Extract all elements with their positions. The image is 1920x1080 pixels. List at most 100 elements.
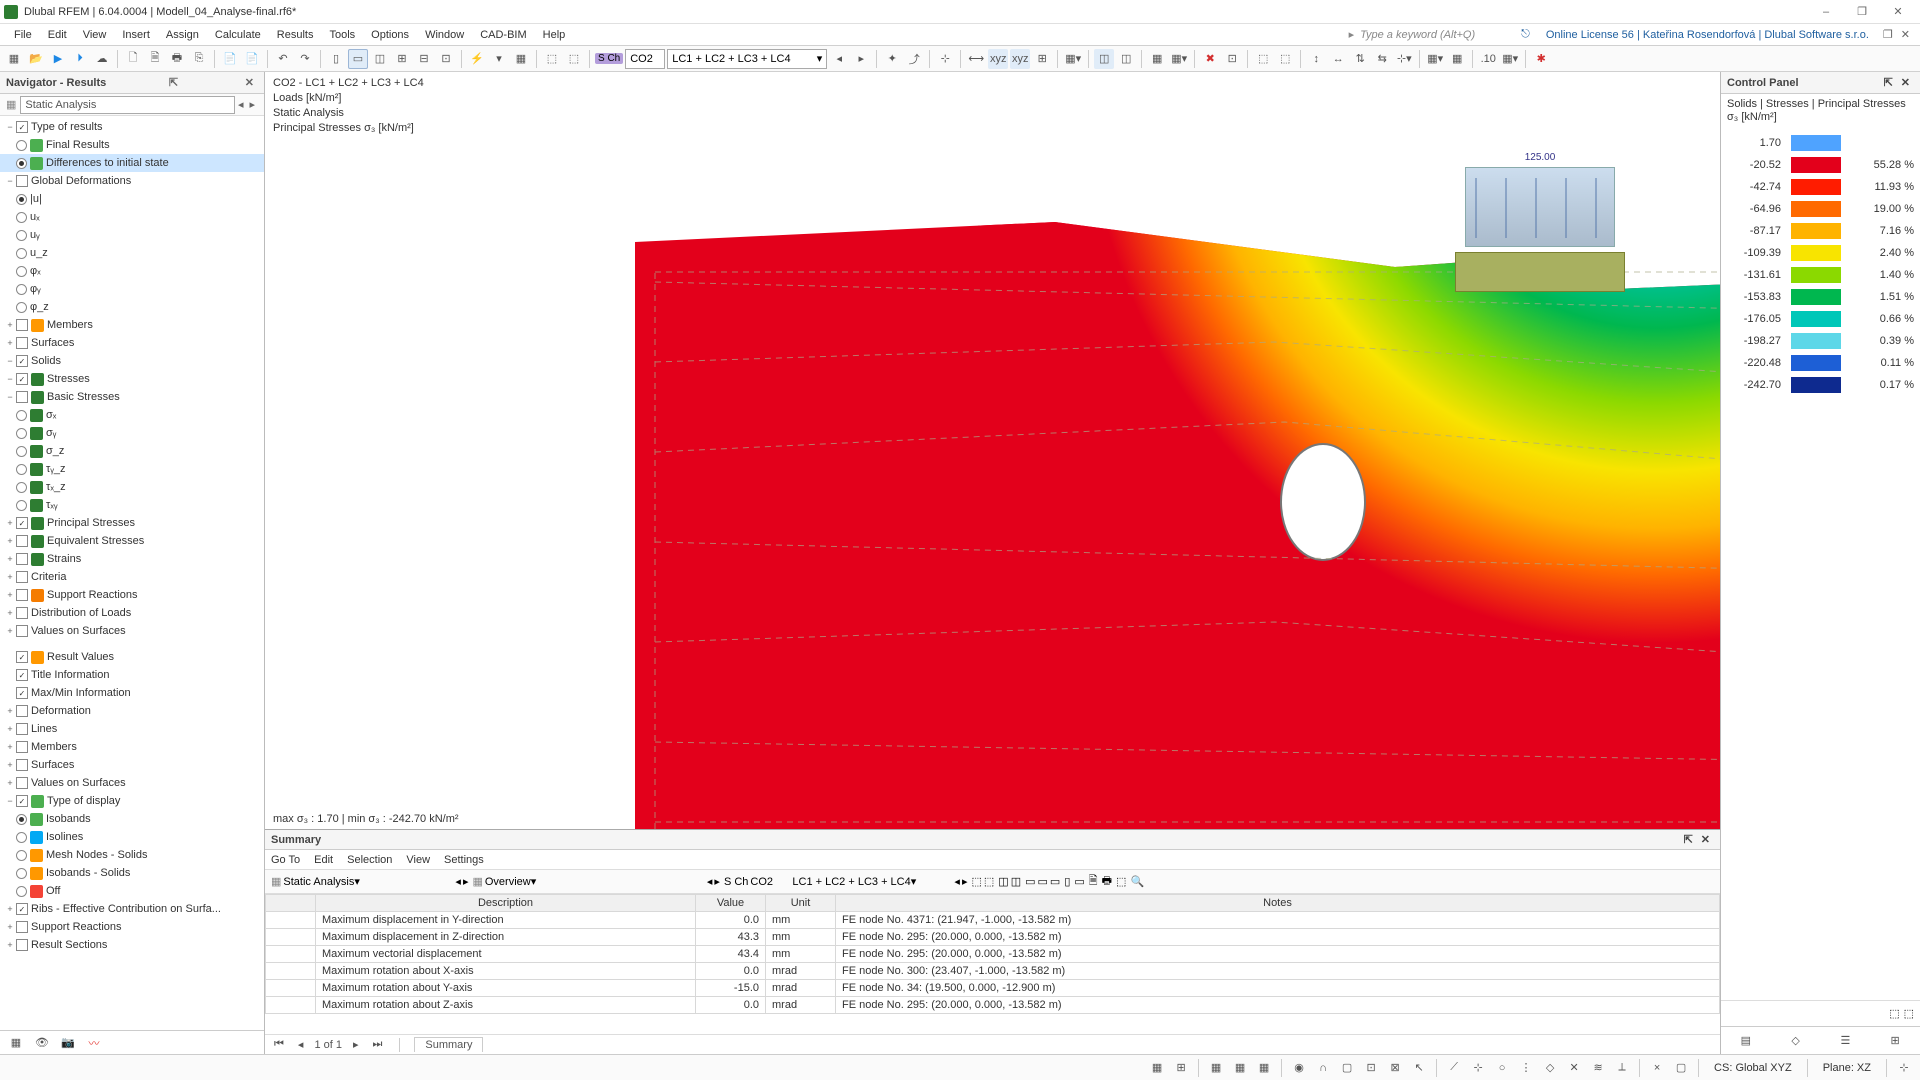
tree-node[interactable]: φₓ: [0, 262, 264, 280]
table-row[interactable]: Maximum rotation about Y-axis-15.0mradFE…: [266, 980, 1720, 997]
tree-node[interactable]: ✓Result Values: [0, 648, 264, 666]
cp-tab2-icon[interactable]: ◇: [1785, 1031, 1807, 1051]
menu-file[interactable]: File: [6, 27, 40, 43]
menu-options[interactable]: Options: [363, 27, 417, 43]
table-row[interactable]: Maximum displacement in Y-direction0.0mm…: [266, 912, 1720, 929]
sb-21-icon[interactable]: ▢: [1671, 1058, 1691, 1078]
menu-assign[interactable]: Assign: [158, 27, 207, 43]
anim-icon[interactable]: ▦: [1147, 49, 1167, 69]
bp-next3-icon[interactable]: ▸: [962, 875, 968, 888]
view2-icon[interactable]: ▭: [348, 49, 368, 69]
tree-node[interactable]: ✓Title Information: [0, 666, 264, 684]
menu-window[interactable]: Window: [417, 27, 472, 43]
bp-overview-combo[interactable]: Overview▾: [485, 875, 705, 888]
pager-first-icon[interactable]: ⏮: [271, 1038, 287, 1051]
anim2-icon[interactable]: ▦▾: [1169, 49, 1189, 69]
sb-20-icon[interactable]: ×: [1647, 1058, 1667, 1078]
keyword-search[interactable]: Type a keyword (Alt+Q): [1354, 27, 1481, 43]
bp-prev1-icon[interactable]: ◂: [455, 875, 461, 888]
dim2-icon[interactable]: xyz: [988, 49, 1008, 69]
tree-node[interactable]: uᵧ: [0, 226, 264, 244]
summary-close-icon[interactable]: ✕: [1697, 833, 1714, 846]
summary-menu-view[interactable]: View: [406, 854, 430, 866]
s4-icon[interactable]: ✱: [1531, 49, 1551, 69]
navbot-cam-icon[interactable]: 📷: [58, 1034, 78, 1052]
nav-prev-icon[interactable]: ◂: [235, 98, 247, 111]
layers-icon[interactable]: ▦▾: [1063, 49, 1083, 69]
sec1-icon[interactable]: ⬚: [1253, 49, 1273, 69]
tree-node[interactable]: −Basic Stresses: [0, 388, 264, 406]
tree-node[interactable]: uₓ: [0, 208, 264, 226]
tree-node[interactable]: τᵧ_z: [0, 460, 264, 478]
navbot-eye-icon[interactable]: 👁: [32, 1034, 52, 1052]
tree-node[interactable]: +Support Reactions: [0, 586, 264, 604]
cp-opt1-icon[interactable]: ⬚: [1889, 1007, 1899, 1020]
n4-icon[interactable]: ⇆: [1372, 49, 1392, 69]
bp-analysis-combo[interactable]: Static Analysis▾: [283, 875, 453, 888]
sb-9-icon[interactable]: ⊡: [1361, 1058, 1381, 1078]
close-doc-icon[interactable]: ✕: [1897, 28, 1914, 41]
cp-opt2-icon[interactable]: ⬚: [1904, 1007, 1914, 1020]
cloud-icon[interactable]: ☁: [92, 49, 112, 69]
tree-node[interactable]: Isobands: [0, 810, 264, 828]
pager-next-icon[interactable]: ▸: [350, 1038, 362, 1051]
bp-lc-combo[interactable]: LC1 + LC2 + LC3 + LC4▾: [792, 875, 952, 888]
tree-node[interactable]: σᵧ: [0, 424, 264, 442]
tree-node[interactable]: +Criteria: [0, 568, 264, 586]
restore-down-icon[interactable]: ❐: [1879, 28, 1897, 41]
cp-pin-icon[interactable]: ⇱: [1880, 76, 1897, 89]
tree-node[interactable]: +✓Ribs - Effective Contribution on Surfa…: [0, 900, 264, 918]
tree-node[interactable]: Differences to initial state: [0, 154, 264, 172]
save-as-icon[interactable]: ⏵: [70, 49, 90, 69]
navbot-chart-icon[interactable]: 〰: [84, 1034, 104, 1052]
dim4-icon[interactable]: ⊞: [1032, 49, 1052, 69]
pager-prev-icon[interactable]: ◂: [295, 1038, 307, 1051]
tool-b-icon[interactable]: ⤴: [904, 49, 924, 69]
summary-menu-go to[interactable]: Go To: [271, 854, 300, 866]
tool-c-icon[interactable]: ⊡: [1222, 49, 1242, 69]
view5-icon[interactable]: ⊟: [414, 49, 434, 69]
tree-node[interactable]: Isobands - Solids: [0, 864, 264, 882]
tree-node[interactable]: +Surfaces: [0, 756, 264, 774]
menu-results[interactable]: Results: [269, 27, 322, 43]
menu-insert[interactable]: Insert: [114, 27, 158, 43]
tree-node[interactable]: Mesh Nodes - Solids: [0, 846, 264, 864]
tree-node[interactable]: +✓Principal Stresses: [0, 514, 264, 532]
bp-t11-icon[interactable]: 🖶: [1102, 872, 1112, 891]
summary-tab[interactable]: Summary: [414, 1037, 483, 1052]
nav-close-icon[interactable]: ✕: [241, 76, 258, 89]
bp-t3-icon[interactable]: ◫: [998, 875, 1008, 888]
sb-4-icon[interactable]: ▦: [1230, 1058, 1250, 1078]
table-row[interactable]: Maximum rotation about X-axis0.0mradFE n…: [266, 963, 1720, 980]
bp-t8-icon[interactable]: ▯: [1064, 875, 1070, 888]
n5-icon[interactable]: ⊹▾: [1394, 49, 1414, 69]
sb-10-icon[interactable]: ⊠: [1385, 1058, 1405, 1078]
tree-node[interactable]: −✓Stresses: [0, 370, 264, 388]
menu-edit[interactable]: Edit: [40, 27, 75, 43]
menu-tools[interactable]: Tools: [321, 27, 363, 43]
tree-node[interactable]: τₓᵧ: [0, 496, 264, 514]
menu-help[interactable]: Help: [535, 27, 574, 43]
tree-node[interactable]: −✓Type of results: [0, 118, 264, 136]
dim-icon[interactable]: ⟷: [966, 49, 986, 69]
nav-pin-icon[interactable]: ⇱: [165, 76, 182, 89]
summary-menu-selection[interactable]: Selection: [347, 854, 392, 866]
tool-a-icon[interactable]: ✦: [882, 49, 902, 69]
sb-1-icon[interactable]: ▦: [1147, 1058, 1167, 1078]
bp-t5-icon[interactable]: ▭: [1025, 875, 1035, 888]
tree-node[interactable]: +Values on Surfaces: [0, 774, 264, 792]
bp-prev3-icon[interactable]: ◂: [954, 875, 960, 888]
tree-node[interactable]: −✓Solids: [0, 352, 264, 370]
back-icon[interactable]: ↶: [273, 49, 293, 69]
tree-node[interactable]: Off: [0, 882, 264, 900]
tree-node[interactable]: φᵧ: [0, 280, 264, 298]
tree-node[interactable]: +Members: [0, 316, 264, 334]
sb-17-icon[interactable]: ✕: [1564, 1058, 1584, 1078]
menu-calculate[interactable]: Calculate: [207, 27, 269, 43]
tree-node[interactable]: −Global Deformations: [0, 172, 264, 190]
tree-node[interactable]: +Result Sections: [0, 936, 264, 954]
print-icon[interactable]: 🖶: [167, 49, 187, 69]
summary-menu-settings[interactable]: Settings: [444, 854, 484, 866]
tree-node[interactable]: φ_z: [0, 298, 264, 316]
nav-next-icon[interactable]: ▸: [246, 98, 258, 111]
